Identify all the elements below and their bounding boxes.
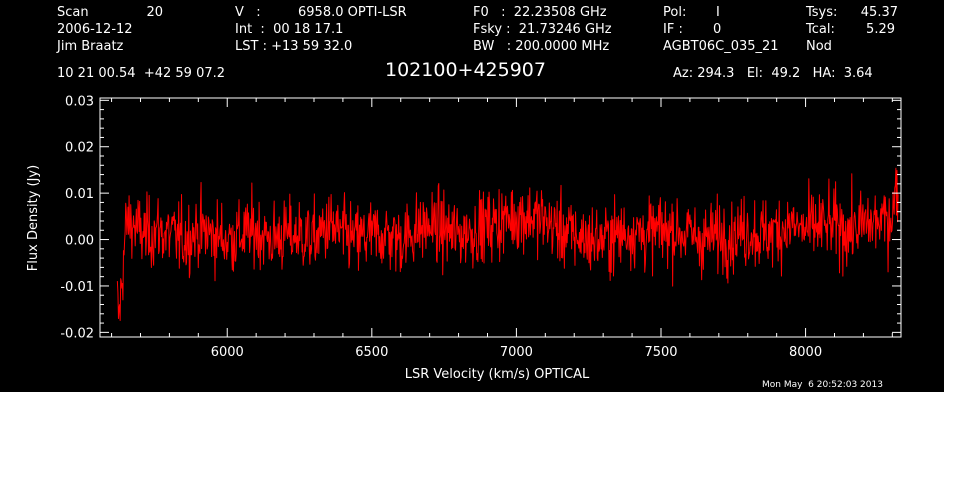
bandwidth: BW : 200.0000 MHz bbox=[473, 39, 610, 54]
y-tick-label: 0.02 bbox=[65, 141, 94, 156]
if-value: 0 bbox=[713, 22, 722, 37]
y-tick-label: 0.00 bbox=[65, 234, 94, 249]
spectrum-line bbox=[116, 167, 899, 322]
lst-text: LST : +13 59 32.0 bbox=[235, 39, 353, 54]
y-tick-label: -0.01 bbox=[60, 280, 94, 295]
plot-timestamp: Mon May 6 20:52:03 2013 bbox=[762, 380, 883, 390]
x-tick-label: 7500 bbox=[644, 345, 677, 360]
az-el-ha: Az: 294.3 El: 49.2 HA: 3.64 bbox=[673, 66, 873, 81]
velocity-value: 6958.0 OPTI-LSR bbox=[298, 5, 407, 20]
y-tick-label: -0.02 bbox=[60, 326, 94, 341]
tsys-value: 45.37 bbox=[860, 5, 898, 20]
tsys-label: Tsys: bbox=[806, 5, 838, 20]
y-axis-title: Flux Density (Jy) bbox=[26, 165, 41, 271]
y-tick-label: 0.01 bbox=[65, 187, 94, 202]
x-axis-title: LSR Velocity (km/s) OPTICAL bbox=[405, 367, 590, 382]
x-tick-label: 6500 bbox=[355, 345, 388, 360]
velocity-label: V : bbox=[235, 5, 261, 20]
spectrum-panel: Scan 20 2006-12-12 Jim Braatz V : 6958.0… bbox=[0, 0, 944, 392]
rest-frequency: F0 : 22.23508 GHz bbox=[473, 5, 607, 20]
x-tick-label: 6000 bbox=[211, 345, 244, 360]
scan-label: Scan bbox=[57, 5, 89, 20]
source-coordinates: 10 21 00.54 +42 59 07.2 bbox=[57, 66, 226, 81]
integration-time: Int : 00 18 17.1 bbox=[235, 22, 344, 37]
date-text: 2006-12-12 bbox=[57, 22, 133, 37]
plot-frame bbox=[99, 97, 902, 338]
x-tick-label: 7000 bbox=[500, 345, 533, 360]
if-label: IF : bbox=[663, 22, 683, 37]
pol-value: I bbox=[716, 5, 720, 20]
observer-name: Jim Braatz bbox=[57, 39, 124, 54]
tcal-label: Tcal: bbox=[806, 22, 835, 37]
source-name: 102100+425907 bbox=[385, 59, 546, 81]
x-tick-label: 8000 bbox=[789, 345, 822, 360]
obs-mode: Nod bbox=[806, 39, 832, 54]
project-id: AGBT06C_035_21 bbox=[663, 39, 779, 54]
spectrum-trace-group bbox=[116, 167, 899, 322]
pol-label: Pol: bbox=[663, 5, 687, 20]
y-tick-label: 0.03 bbox=[65, 94, 94, 109]
axes-group: 6000 6500 7000 7500 8000 -0.02 -0.01 0.00 0.01 0.… bbox=[60, 94, 902, 360]
scan-value: 20 bbox=[146, 5, 163, 20]
tcal-value: 5.29 bbox=[866, 22, 895, 37]
sky-frequency: Fsky : 21.73246 GHz bbox=[473, 22, 612, 37]
spectrum-plot: 6000 6500 7000 7500 8000 -0.02 -0.01 0.00 0.01 0.… bbox=[26, 94, 902, 382]
